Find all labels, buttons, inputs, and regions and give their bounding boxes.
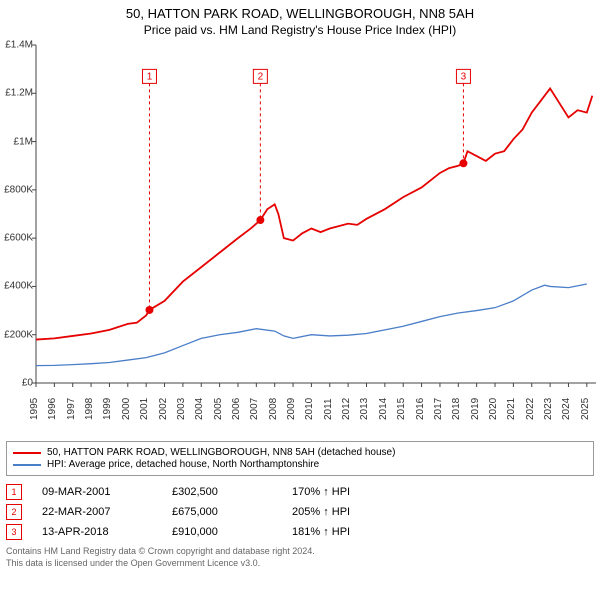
x-tick-label: 2025: [580, 398, 591, 420]
x-tick-label: 2018: [451, 398, 462, 420]
chart-titles: 50, HATTON PARK ROAD, WELLINGBOROUGH, NN…: [0, 0, 600, 39]
y-tick-label: £600K: [4, 233, 33, 244]
x-tick-label: 2001: [139, 398, 150, 420]
y-tick-label: £800K: [4, 184, 33, 195]
x-tick-label: 1998: [84, 398, 95, 420]
x-tick-label: 2009: [286, 398, 297, 420]
x-tick-label: 2012: [341, 398, 352, 420]
row-price: £302,500: [172, 486, 292, 498]
sale-marker-label: 3: [461, 71, 467, 82]
chart-svg: 1 2 3: [36, 45, 596, 383]
sale-marker-dot: [256, 216, 264, 224]
row-hpi: 181% ↑ HPI: [292, 526, 594, 538]
footer-line: Contains HM Land Registry data © Crown c…: [6, 546, 594, 558]
x-tick-label: 2007: [249, 398, 260, 420]
table-row: 1 09-MAR-2001£302,500170% ↑ HPI: [6, 484, 594, 500]
x-tick-label: 2011: [323, 398, 334, 420]
y-tick-label: £0: [22, 378, 33, 389]
y-tick-label: £400K: [4, 281, 33, 292]
x-axis: 1995199619971998199920002001200220032004…: [36, 388, 596, 468]
row-marker-box: 3: [6, 524, 22, 540]
y-axis: £0£200K£400K£600K£800K£1M£1.2M£1.4M: [0, 45, 36, 383]
sale-marker-dot: [459, 159, 467, 167]
x-tick-label: 2017: [433, 398, 444, 420]
sale-marker-label: 2: [258, 71, 264, 82]
x-tick-label: 2003: [176, 398, 187, 420]
x-tick-label: 1996: [47, 398, 58, 420]
row-date: 22-MAR-2007: [42, 506, 172, 518]
x-tick-label: 2002: [157, 398, 168, 420]
row-marker-box: 2: [6, 504, 22, 520]
x-tick-label: 2008: [268, 398, 279, 420]
x-tick-label: 2004: [194, 398, 205, 420]
row-hpi: 205% ↑ HPI: [292, 506, 594, 518]
row-date: 13-APR-2018: [42, 526, 172, 538]
footer-line: This data is licensed under the Open Gov…: [6, 558, 594, 570]
x-tick-label: 2020: [488, 398, 499, 420]
series-hpi: [36, 284, 587, 366]
sale-marker-label: 1: [147, 71, 153, 82]
sales-table: 1 09-MAR-2001£302,500170% ↑ HPI 2 22-MAR-20…: [6, 484, 594, 540]
row-hpi: 170% ↑ HPI: [292, 486, 594, 498]
chart-container: { "title_line1": "50, HATTON PARK ROAD, …: [0, 0, 600, 590]
x-tick-label: 1999: [102, 398, 113, 420]
x-tick-label: 2015: [396, 398, 407, 420]
chart-plot-area: £0£200K£400K£600K£800K£1M£1.2M£1.4M 123: [36, 45, 596, 383]
row-date: 09-MAR-2001: [42, 486, 172, 498]
chart-subtitle: Price paid vs. HM Land Registry's House …: [0, 23, 600, 37]
y-tick-label: £200K: [4, 329, 33, 340]
row-marker-box: 1: [6, 484, 22, 500]
row-price: £910,000: [172, 526, 292, 538]
y-tick-label: £1M: [14, 136, 33, 147]
x-tick-label: 2010: [304, 398, 315, 420]
x-tick-label: 2000: [121, 398, 132, 420]
y-tick-label: £1.4M: [5, 40, 33, 51]
x-tick-label: 2016: [414, 398, 425, 420]
x-tick-label: 2022: [525, 398, 536, 420]
chart-title: 50, HATTON PARK ROAD, WELLINGBOROUGH, NN…: [0, 6, 600, 21]
x-tick-label: 2024: [561, 398, 572, 420]
x-tick-label: 2006: [231, 398, 242, 420]
x-tick-label: 1997: [66, 398, 77, 420]
x-tick-label: 2023: [543, 398, 554, 420]
x-tick-label: 2005: [212, 398, 223, 420]
x-tick-label: 2021: [506, 398, 517, 420]
copyright-footer: Contains HM Land Registry data © Crown c…: [6, 546, 594, 569]
x-tick-label: 2019: [470, 398, 481, 420]
x-tick-label: 2014: [378, 398, 389, 420]
table-row: 3 13-APR-2018£910,000181% ↑ HPI: [6, 524, 594, 540]
x-tick-label: 1995: [29, 398, 40, 420]
y-tick-label: £1.2M: [5, 88, 33, 99]
sale-marker-dot: [145, 306, 153, 314]
row-price: £675,000: [172, 506, 292, 518]
x-tick-label: 2013: [359, 398, 370, 420]
table-row: 2 22-MAR-2007£675,000205% ↑ HPI: [6, 504, 594, 520]
